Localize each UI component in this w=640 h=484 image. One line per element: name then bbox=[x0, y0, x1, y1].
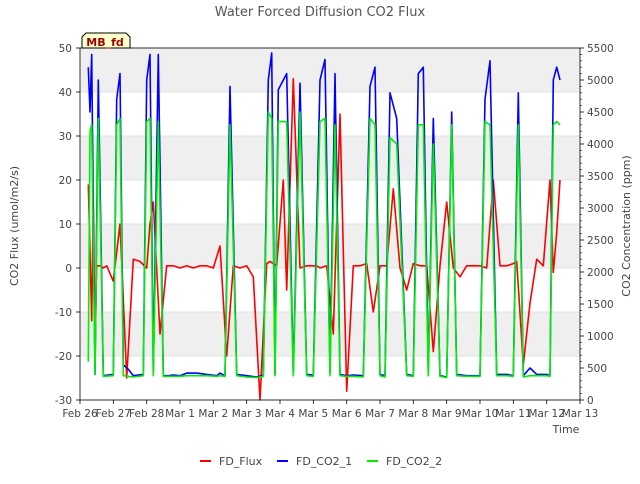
y-tick-label: 50 bbox=[59, 43, 72, 55]
legend-label-fd-co2-1: FD_CO2_1 bbox=[296, 455, 352, 468]
x-tick-label: Feb 26 bbox=[62, 408, 98, 420]
x-tick-label: Mar 12 bbox=[528, 408, 565, 420]
series-group bbox=[87, 52, 561, 401]
y-axis-label: CO2 Flux (umol/m2/s) bbox=[8, 166, 21, 286]
x-tick-label: Feb 27 bbox=[96, 408, 131, 420]
y2-tick-label: 4000 bbox=[587, 139, 614, 151]
x-tick-label: Mar 8 bbox=[398, 408, 428, 420]
y-tick-label: 40 bbox=[59, 87, 72, 99]
x-tick-label: Mar 11 bbox=[495, 408, 532, 420]
x-tick-label: Mar 3 bbox=[232, 408, 262, 420]
y2-tick-label: 4500 bbox=[587, 107, 614, 119]
series-line-fd-co2-2 bbox=[87, 111, 561, 379]
y2-tick-label: 1500 bbox=[587, 299, 614, 311]
x-tick-label: Mar 9 bbox=[432, 408, 462, 420]
x-tick-label: Mar 2 bbox=[198, 408, 228, 420]
site-badge: MB_fd bbox=[81, 32, 131, 49]
x-tick-label: Mar 10 bbox=[462, 408, 499, 420]
y2-tick-label: 2500 bbox=[587, 235, 614, 247]
series-line-fd-flux bbox=[87, 78, 561, 401]
legend-label-fd-co2-2: FD_CO2_2 bbox=[386, 455, 442, 468]
y2-tick-label: 3500 bbox=[587, 171, 614, 183]
grid-band bbox=[80, 48, 580, 92]
x-tick-label: Mar 4 bbox=[265, 408, 295, 420]
y-tick-label: -30 bbox=[55, 395, 72, 407]
y2-tick-label: 500 bbox=[587, 363, 607, 375]
y2-tick-label: 3000 bbox=[587, 203, 614, 215]
y-tick-label: 0 bbox=[65, 263, 72, 275]
x-axis-label: Time bbox=[552, 423, 580, 436]
y2-tick-label: 2000 bbox=[587, 267, 614, 279]
x-tick-label: Mar 7 bbox=[365, 408, 395, 420]
y-tick-label: -20 bbox=[55, 351, 72, 363]
y2-axis-label: CO2 Concentration (ppm) bbox=[620, 155, 633, 296]
x-tick-label: Feb 28 bbox=[129, 408, 164, 420]
chart-title: Water Forced Diffusion CO2 Flux bbox=[215, 5, 426, 20]
legend: FD_Flux FD_CO2_1 FD_CO2_2 bbox=[200, 455, 442, 468]
grid-band bbox=[80, 136, 580, 180]
y-tick-label: -10 bbox=[55, 307, 72, 319]
x-tick-label: Mar 13 bbox=[562, 408, 599, 420]
legend-label-fd-flux: FD_Flux bbox=[219, 455, 263, 468]
y2-tick-label: 5000 bbox=[587, 75, 614, 87]
y2-tick-label: 5500 bbox=[587, 43, 614, 55]
y2-tick-label: 0 bbox=[587, 395, 594, 407]
x-tick-label: Mar 1 bbox=[165, 408, 195, 420]
site-badge-label: MB_fd bbox=[86, 36, 124, 49]
y-tick-label: 30 bbox=[59, 131, 72, 143]
y-tick-label: 10 bbox=[59, 219, 72, 231]
y-tick-label: 20 bbox=[59, 175, 72, 187]
x-tick-label: Mar 5 bbox=[298, 408, 328, 420]
x-tick-label: Mar 6 bbox=[332, 408, 362, 420]
grid-bands bbox=[80, 47, 580, 401]
y2-tick-label: 1000 bbox=[587, 331, 614, 343]
